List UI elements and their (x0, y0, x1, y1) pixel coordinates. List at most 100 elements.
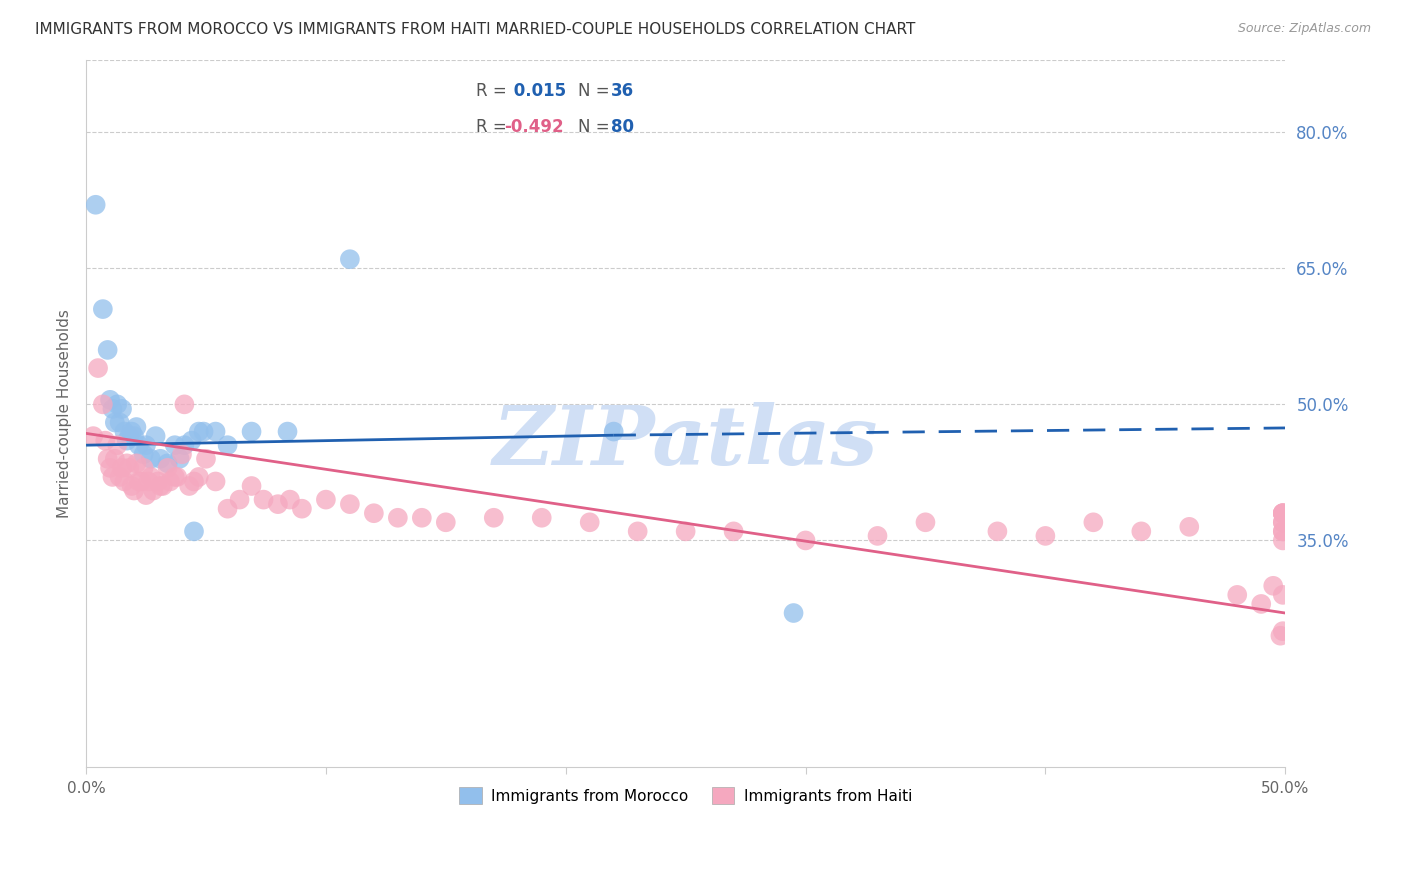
Point (118, 429, 141, 443)
Text: ZIPatlas: ZIPatlas (494, 401, 879, 482)
Point (723, 524, 745, 539)
Point (121, 425, 143, 439)
Point (115, 434, 138, 448)
Text: 80: 80 (612, 118, 634, 136)
Point (1130, 524, 1153, 539)
Point (101, 470, 124, 484)
Point (125, 420, 148, 434)
Point (128, 475, 150, 489)
Point (1178, 520, 1201, 534)
Point (675, 524, 697, 539)
Point (104, 416, 127, 430)
Point (122, 483, 145, 498)
Point (105, 438, 128, 452)
Point (101, 401, 124, 416)
Point (118, 461, 141, 475)
Point (1263, 579, 1285, 593)
Point (97, 343, 120, 357)
Point (363, 506, 385, 520)
Point (149, 479, 172, 493)
Point (1250, 597, 1272, 611)
Point (1083, 516, 1105, 530)
Point (135, 488, 157, 502)
Point (217, 438, 239, 452)
Point (1271, 524, 1294, 539)
Text: N =: N = (578, 118, 609, 136)
Point (104, 451, 127, 466)
Point (986, 524, 1008, 539)
Point (195, 451, 218, 466)
Point (866, 529, 889, 543)
Point (1271, 506, 1294, 520)
Point (339, 497, 361, 511)
Point (87, 361, 110, 376)
Y-axis label: Married-couple Households: Married-couple Households (58, 309, 72, 518)
Point (135, 438, 157, 452)
Point (1271, 588, 1294, 602)
Point (138, 475, 160, 489)
Point (173, 438, 195, 452)
Point (180, 434, 202, 448)
Point (914, 516, 936, 530)
Point (179, 479, 201, 493)
Point (115, 456, 138, 470)
Point (228, 492, 250, 507)
Point (82, 429, 104, 443)
Point (782, 606, 804, 620)
Point (183, 475, 205, 489)
Point (129, 475, 152, 489)
Text: N =: N = (578, 82, 609, 101)
Point (122, 429, 145, 443)
Point (434, 516, 457, 530)
Point (1271, 506, 1294, 520)
Point (173, 397, 195, 411)
Point (97, 451, 120, 466)
Point (98, 392, 121, 407)
Point (291, 501, 314, 516)
Point (1226, 588, 1249, 602)
Point (152, 479, 174, 493)
Text: R =: R = (475, 82, 506, 101)
Point (91, 302, 114, 317)
Point (94, 434, 117, 448)
Point (125, 456, 148, 470)
Point (627, 524, 650, 539)
Text: R =: R = (475, 118, 506, 136)
Point (132, 447, 155, 461)
Point (1271, 506, 1294, 520)
Point (193, 425, 215, 439)
Point (267, 497, 290, 511)
Point (1271, 533, 1294, 548)
Point (156, 461, 179, 475)
Point (108, 470, 131, 484)
Point (278, 492, 301, 507)
Point (142, 483, 165, 498)
Point (84, 198, 107, 212)
Point (1271, 624, 1294, 639)
Point (602, 425, 624, 439)
Point (411, 510, 433, 524)
Point (105, 397, 128, 411)
Point (1270, 629, 1292, 643)
Point (204, 475, 226, 489)
Point (149, 451, 172, 466)
Point (578, 516, 600, 530)
Legend: Immigrants from Morocco, Immigrants from Haiti: Immigrants from Morocco, Immigrants from… (447, 775, 924, 816)
Point (187, 470, 209, 484)
Point (252, 492, 274, 507)
Point (128, 438, 150, 452)
Point (132, 461, 155, 475)
Point (159, 475, 181, 489)
Point (339, 252, 361, 267)
Point (170, 447, 193, 461)
Point (139, 470, 162, 484)
Text: 36: 36 (612, 82, 634, 101)
Point (1271, 516, 1294, 530)
Point (156, 456, 179, 470)
Text: Source: ZipAtlas.com: Source: ZipAtlas.com (1237, 22, 1371, 36)
Point (1271, 524, 1294, 539)
Point (146, 475, 169, 489)
Point (530, 510, 553, 524)
Point (145, 429, 167, 443)
Point (482, 510, 505, 524)
